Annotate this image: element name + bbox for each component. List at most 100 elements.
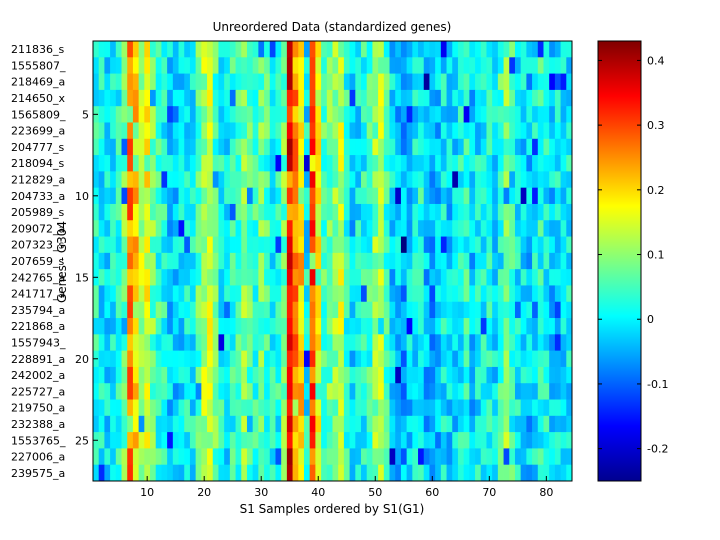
heatmap-cell bbox=[252, 155, 259, 172]
heatmap-cell bbox=[497, 334, 504, 352]
heatmap-cell bbox=[361, 285, 368, 303]
heatmap-cell bbox=[378, 301, 385, 319]
heatmap-cell bbox=[189, 415, 197, 433]
heatmap-cell bbox=[469, 415, 476, 433]
heatmap-cell bbox=[418, 432, 425, 449]
heatmap-cell bbox=[338, 432, 345, 449]
heatmap-cell bbox=[440, 383, 447, 400]
heatmap-cell bbox=[338, 106, 345, 123]
heatmap-cell bbox=[423, 269, 430, 286]
heatmap-cell bbox=[452, 187, 459, 205]
heatmap-cell bbox=[258, 432, 265, 449]
heatmap-cell bbox=[138, 171, 145, 189]
heatmap-cell bbox=[161, 73, 168, 91]
heatmap-cell bbox=[520, 41, 527, 58]
heatmap-cell bbox=[520, 464, 527, 482]
heatmap-cell bbox=[440, 220, 447, 237]
heatmap-cell bbox=[400, 334, 408, 352]
heatmap-cell bbox=[440, 252, 447, 270]
heatmap-cell bbox=[406, 464, 413, 482]
heatmap-cell bbox=[423, 138, 430, 156]
heatmap-cell bbox=[457, 366, 465, 384]
heatmap-cell bbox=[378, 187, 385, 205]
heatmap-cell bbox=[178, 89, 185, 107]
heatmap-cell bbox=[98, 383, 105, 400]
heatmap-cell bbox=[497, 432, 504, 449]
heatmap-cell bbox=[395, 334, 402, 352]
heatmap-cell bbox=[537, 220, 544, 237]
heatmap-cell bbox=[298, 448, 305, 466]
heatmap-cell bbox=[361, 220, 368, 237]
heatmap-cell bbox=[292, 301, 299, 319]
heatmap-cell bbox=[104, 285, 111, 303]
heatmap-cell bbox=[178, 236, 185, 254]
heatmap-cell bbox=[435, 285, 442, 303]
heatmap-cell bbox=[178, 285, 185, 303]
heatmap-cell bbox=[235, 334, 242, 352]
heatmap-cell bbox=[554, 236, 561, 254]
heatmap-cell bbox=[349, 318, 356, 335]
heatmap-cell bbox=[98, 41, 105, 58]
heatmap-cell bbox=[121, 122, 128, 140]
heatmap-cell bbox=[492, 57, 499, 74]
heatmap-cell bbox=[110, 138, 117, 156]
heatmap-cell bbox=[532, 285, 539, 303]
heatmap-cell bbox=[207, 448, 214, 466]
heatmap-cell bbox=[440, 138, 447, 156]
heatmap-cell bbox=[463, 448, 470, 466]
heatmap-cell bbox=[189, 41, 197, 58]
heatmap-cell bbox=[195, 89, 202, 107]
heatmap-cell bbox=[281, 236, 288, 254]
heatmap-cell bbox=[514, 399, 522, 417]
heatmap-cell bbox=[554, 415, 561, 433]
y-tick-label: 20 bbox=[75, 353, 89, 366]
heatmap-cell bbox=[298, 106, 305, 123]
heatmap-cell bbox=[303, 138, 311, 156]
heatmap-cell bbox=[104, 41, 111, 58]
heatmap-cell bbox=[252, 57, 259, 74]
heatmap-cell bbox=[184, 383, 191, 400]
heatmap-cell bbox=[452, 89, 459, 107]
heatmap-cell bbox=[303, 334, 311, 352]
heatmap-cell bbox=[457, 464, 465, 482]
heatmap-cell bbox=[537, 334, 544, 352]
heatmap-cell bbox=[303, 383, 311, 400]
heatmap-cell bbox=[292, 383, 299, 400]
heatmap-cell bbox=[418, 366, 425, 384]
heatmap-cell bbox=[127, 301, 134, 319]
heatmap-cell bbox=[412, 366, 419, 384]
heatmap-cell bbox=[172, 432, 179, 449]
heatmap-cell bbox=[349, 89, 356, 107]
heatmap-cell bbox=[486, 106, 493, 123]
heatmap-cell bbox=[246, 415, 254, 433]
heatmap-cell bbox=[252, 73, 259, 91]
heatmap-cell bbox=[224, 73, 231, 91]
heatmap-cell bbox=[475, 138, 482, 156]
heatmap-cell bbox=[366, 301, 373, 319]
heatmap-cell bbox=[161, 366, 168, 384]
heatmap-cell bbox=[104, 220, 111, 237]
heatmap-cell bbox=[110, 252, 117, 270]
heatmap-cell bbox=[355, 89, 362, 107]
heatmap-cell bbox=[155, 432, 162, 449]
heatmap-cell bbox=[189, 122, 197, 140]
heatmap-cell bbox=[144, 89, 151, 107]
heatmap-cell bbox=[235, 171, 242, 189]
heatmap-cell bbox=[514, 366, 522, 384]
heatmap-cell bbox=[389, 383, 396, 400]
heatmap-cell bbox=[526, 383, 533, 400]
heatmap-cell bbox=[224, 350, 231, 368]
heatmap-cell bbox=[167, 350, 174, 368]
heatmap-cell bbox=[554, 187, 561, 205]
heatmap-cell bbox=[446, 171, 453, 189]
heatmap-cell bbox=[224, 415, 231, 433]
heatmap-cell bbox=[201, 318, 208, 335]
heatmap-cell bbox=[110, 366, 117, 384]
heatmap-cell bbox=[383, 155, 390, 172]
heatmap-cell bbox=[492, 187, 499, 205]
heatmap-cell bbox=[469, 203, 476, 221]
heatmap-cell bbox=[218, 334, 225, 352]
heatmap-cell bbox=[418, 89, 425, 107]
heatmap-cell bbox=[566, 41, 573, 58]
heatmap-cell bbox=[338, 57, 345, 74]
